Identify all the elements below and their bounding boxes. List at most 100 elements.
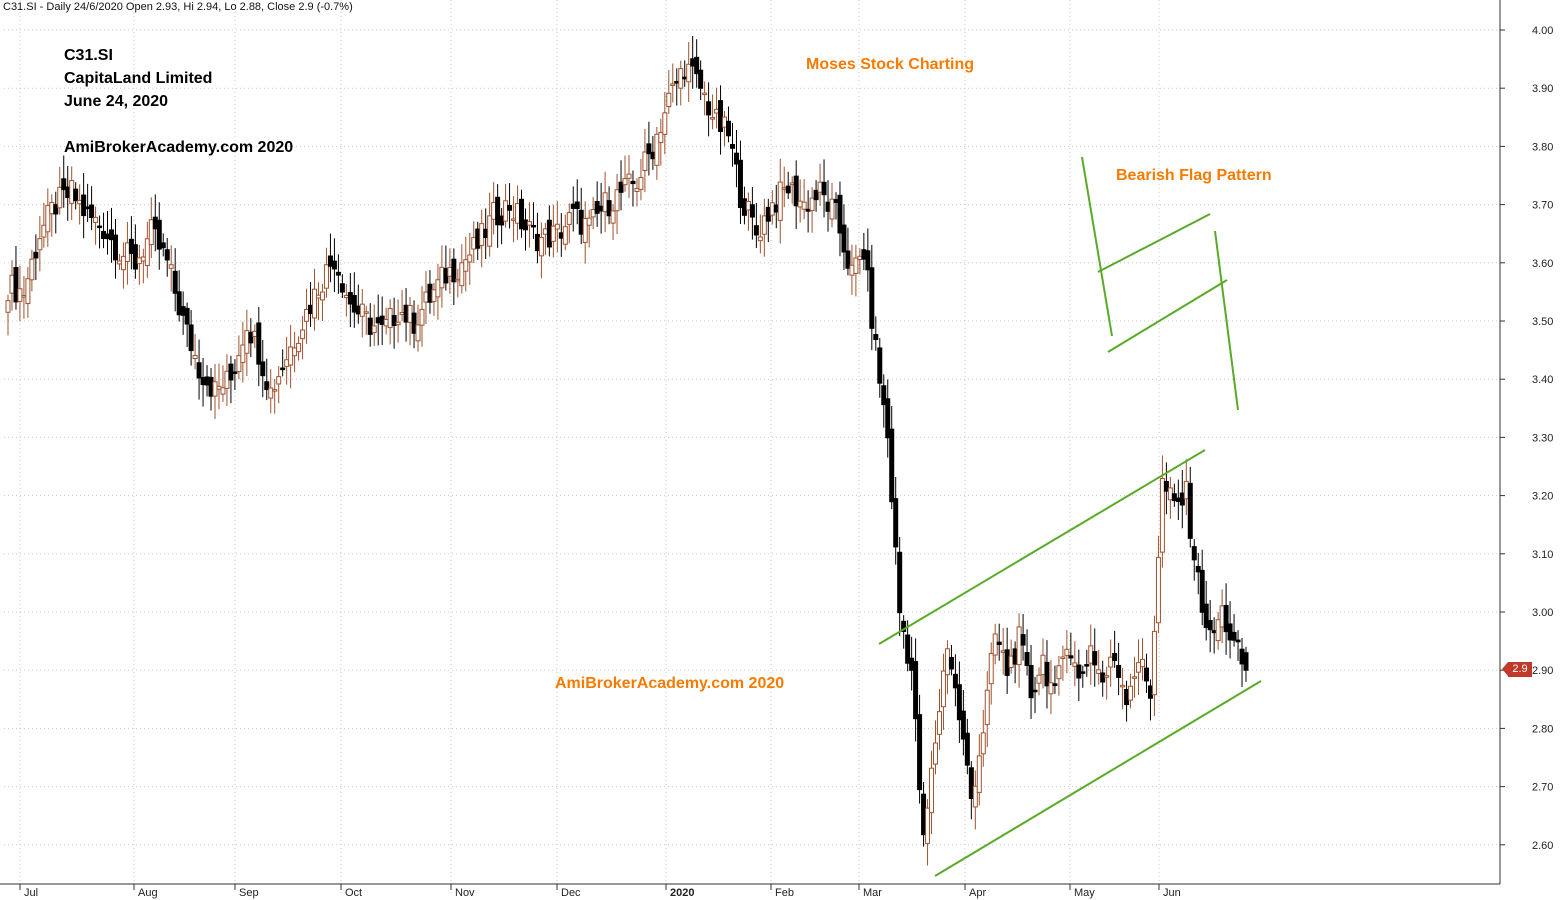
candle: [869, 244, 875, 351]
x-tick-label: Aug: [138, 887, 158, 899]
candle: [363, 305, 369, 335]
candle: [244, 309, 250, 377]
candle: [936, 689, 942, 750]
candle: [204, 365, 210, 397]
candle: [391, 297, 397, 349]
y-tick-label: 2.80: [1532, 723, 1553, 735]
candle: [674, 68, 680, 106]
x-tick-label: Sep: [239, 887, 259, 899]
candle: [1084, 649, 1090, 677]
candle: [706, 82, 712, 137]
candle: [1076, 649, 1082, 701]
date-label: June 24, 2020: [64, 93, 169, 110]
candle: [395, 299, 401, 343]
candle: [323, 247, 329, 298]
candle: [574, 179, 580, 225]
candle: [658, 118, 664, 166]
candle: [188, 309, 194, 366]
candle: [550, 204, 556, 258]
candle: [666, 70, 672, 115]
ticker-label: C31.SI: [64, 47, 113, 64]
candle: [737, 140, 743, 224]
candle: [93, 206, 99, 245]
candle: [1088, 624, 1094, 685]
flagpole-right-line: [1214, 230, 1239, 411]
candle: [132, 224, 138, 279]
candle: [558, 213, 564, 257]
candle: [1140, 638, 1146, 681]
candle: [1020, 613, 1026, 661]
candle: [1163, 462, 1169, 515]
candle: [1044, 640, 1050, 709]
candle: [670, 63, 676, 103]
candle: [168, 245, 174, 292]
candles: [5, 35, 1249, 866]
candle: [463, 236, 469, 292]
candle: [682, 60, 688, 87]
candle: [519, 189, 525, 238]
candle: [538, 222, 544, 279]
candle: [817, 163, 823, 206]
y-tick-label: 4.00: [1532, 25, 1553, 37]
candle: [761, 198, 767, 257]
y-tick-label: 3.00: [1532, 607, 1553, 619]
candle: [483, 208, 489, 260]
candle: [972, 770, 978, 830]
candle: [988, 642, 994, 705]
candle: [1016, 613, 1022, 688]
candle: [638, 158, 644, 201]
candle: [475, 221, 481, 260]
candle: [415, 304, 421, 352]
candle: [992, 623, 998, 665]
candle: [144, 221, 150, 278]
channel-lower-line: [934, 680, 1262, 877]
y-tick-label: 2.70: [1532, 782, 1553, 794]
candle: [1203, 580, 1209, 641]
candle: [212, 363, 218, 419]
candle: [152, 194, 158, 252]
candle: [526, 202, 532, 248]
candle: [785, 171, 791, 199]
candle: [578, 187, 584, 245]
candle: [1072, 641, 1078, 687]
candle: [801, 179, 807, 220]
x-tick-label: 2020: [670, 887, 694, 899]
candle: [184, 302, 190, 348]
candle: [618, 160, 624, 211]
site-label-bottom: AmiBrokerAcademy.com 2020: [555, 675, 785, 692]
candle: [160, 233, 166, 257]
candle: [598, 182, 604, 234]
x-axis: Jul Aug Sep Oct Nov Dec 2020 Feb Mar Apr May Jun: [0, 883, 1500, 899]
candle: [702, 81, 708, 116]
candle: [1143, 653, 1149, 693]
candle: [116, 253, 122, 270]
candle: [272, 378, 278, 414]
candle: [813, 180, 819, 212]
candle: [105, 211, 111, 255]
symbol-header: C31.SI - Daily 24/6/2020 Open 2.93, Hi 2…: [3, 1, 353, 13]
candle: [714, 87, 720, 129]
candle: [944, 640, 950, 694]
candle: [479, 209, 485, 268]
candle: [455, 268, 461, 298]
candle: [921, 782, 927, 847]
candle: [276, 366, 282, 404]
candle: [499, 208, 505, 245]
candle: [37, 215, 43, 272]
candle: [367, 303, 373, 347]
candle: [821, 159, 827, 218]
bearish-flag-label: Bearish Flag Pattern: [1116, 167, 1272, 184]
candle: [1243, 646, 1249, 682]
candle: [1128, 673, 1134, 709]
candle: [1207, 599, 1213, 653]
candle: [917, 694, 923, 804]
candle: [1040, 638, 1046, 689]
candle: [308, 282, 314, 327]
candle: [176, 270, 182, 322]
candle: [1231, 614, 1237, 647]
candle: [1100, 660, 1106, 697]
candle: [718, 85, 724, 155]
candle: [1223, 583, 1229, 655]
candle: [73, 182, 79, 210]
